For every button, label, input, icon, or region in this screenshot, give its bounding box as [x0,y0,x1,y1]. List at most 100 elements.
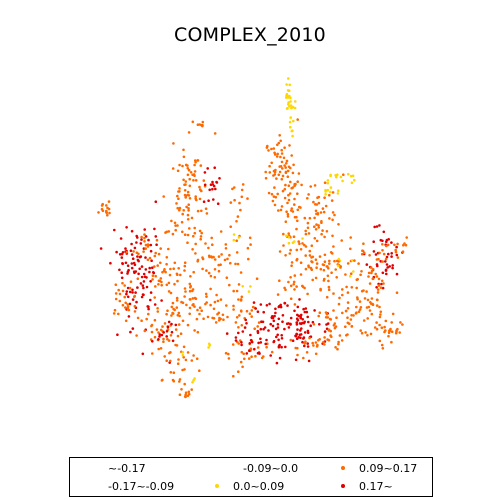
map-point [191,303,194,307]
map-point [167,320,171,324]
map-point [287,322,290,325]
map-point [155,238,159,242]
map-point [290,209,293,212]
map-point [337,189,340,192]
map-point [213,258,217,261]
map-point [265,345,268,349]
map-point [360,270,363,273]
map-point [173,308,176,312]
map-point [191,248,194,251]
map-point [311,320,315,324]
map-point [299,313,303,317]
map-point [250,340,254,344]
map-point [101,209,105,213]
map-point [340,339,344,342]
map-point [183,295,186,298]
map-point [156,310,160,313]
map-point [318,255,322,258]
map-point [293,274,297,277]
map-point [138,267,141,271]
map-point [288,83,292,87]
map-point [184,290,187,293]
map-point [304,254,308,257]
map-point [303,243,306,247]
map-point [237,298,240,301]
map-point [370,297,374,300]
map-point [214,321,218,324]
map-point [287,232,291,235]
map-point [144,235,148,238]
map-point [181,212,184,216]
map-point [150,324,153,328]
map-point [151,266,154,270]
map-point [118,299,122,303]
map-point [321,229,324,232]
map-point [352,270,355,273]
map-point [329,334,332,337]
map-point [385,255,389,259]
map-point [278,279,281,283]
map-point [185,303,188,307]
map-point [131,291,134,294]
map-point [391,264,395,267]
map-point [146,243,150,246]
map-point [270,161,274,165]
map-point [147,305,150,309]
map-point [308,249,312,253]
map-point [173,261,177,265]
map-point [382,230,386,234]
map-point [382,282,385,285]
map-point [131,327,135,330]
map-point [296,318,300,322]
map-point [155,328,159,331]
map-point [270,350,274,354]
map-point [370,312,374,316]
map-point [218,177,221,180]
map-point [313,225,316,228]
legend-label-lt-neg017: ~-0.17 [108,461,146,475]
map-point [299,329,302,332]
map-point [299,273,303,276]
legend-label-neg009-0: -0.09~0.0 [243,461,299,475]
map-point [176,313,180,317]
map-point [175,344,179,347]
map-point [283,196,287,200]
map-point [344,309,348,313]
map-point [381,271,385,275]
map-point [283,301,287,305]
map-point [239,299,243,302]
map-point [383,325,386,329]
map-point [279,165,283,168]
map-point [151,274,155,278]
map-point [324,193,327,196]
map-point [359,329,363,332]
map-point [353,178,356,182]
map-point [280,148,284,152]
map-point [297,172,301,175]
map-point [314,341,318,344]
map-point [358,308,362,311]
map-point [360,252,364,256]
map-point [324,190,327,193]
map-point [287,193,290,197]
map-point [275,155,279,158]
map-point [213,166,216,169]
map-point [249,338,253,342]
map-point [382,252,386,256]
map-point [150,330,154,334]
map-point [210,236,213,240]
map-point [135,334,138,337]
map-point [346,291,350,294]
map-point [337,257,341,261]
map-point [106,206,109,210]
map-point [160,299,163,302]
legend-label-017-plus: 0.17~ [359,479,393,493]
map-point [183,189,187,192]
map-point [156,264,159,267]
map-point [299,315,303,319]
map-point [379,238,383,242]
map-point [188,177,191,181]
map-point [314,276,318,280]
map-point [290,264,293,268]
